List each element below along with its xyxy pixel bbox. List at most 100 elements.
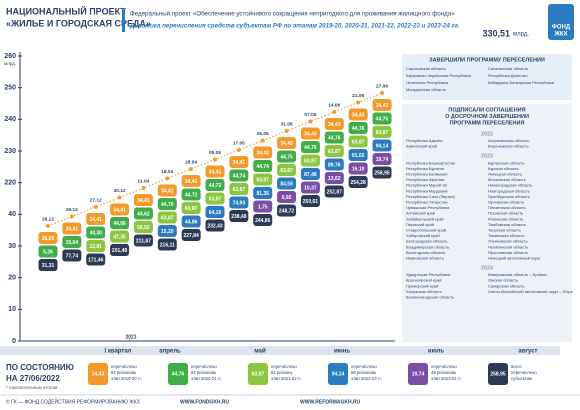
stage-box: [348, 176, 368, 188]
year-heading: 2022: [481, 131, 493, 137]
stage-value: 5,26: [43, 249, 53, 255]
subtitle: Динамика перечисления средств субъектам …: [129, 23, 460, 30]
stage-box: [110, 203, 130, 216]
status: НА 27/06/2022: [6, 374, 60, 383]
stage-box: [277, 164, 297, 176]
region: Хабаровский край: [406, 233, 440, 238]
stage-value: 250,61: [303, 199, 319, 205]
stage-box: [253, 173, 273, 186]
stage-value: 74,93: [233, 200, 246, 206]
date-label: 18.04: [161, 169, 173, 175]
stage-value: 63,87: [161, 215, 174, 221]
stage-value: 34,43: [352, 112, 365, 118]
cumulative-dot: [69, 214, 74, 219]
year-heading: 2023: [481, 154, 493, 160]
region: Самарская область: [488, 283, 525, 288]
stage-box: [86, 240, 106, 252]
stage-box: [181, 188, 201, 201]
stage-box: [229, 210, 249, 222]
stage-value: 16,10: [352, 166, 365, 172]
stage-value: 77,74: [66, 253, 79, 259]
stage-value: 89,76: [328, 162, 341, 168]
stage-value: 216,11: [160, 242, 175, 248]
stage-box: [181, 202, 201, 214]
stage-value: 34,43: [256, 150, 269, 156]
stage-value: 201,48: [112, 248, 128, 254]
stage-value: 34,41: [209, 169, 222, 175]
region: Республика Бурятия: [406, 166, 444, 171]
stage-box: [348, 122, 368, 134]
month-label: I квартал: [105, 349, 132, 355]
stage-value: 63,87: [280, 168, 293, 174]
stage-value: 227,84: [183, 233, 199, 239]
stage-value: 31,31: [42, 263, 55, 269]
region: Сахалинская область: [488, 66, 528, 71]
month-label: август: [519, 349, 538, 355]
cumulative-dot: [236, 148, 241, 152]
stage-box: [348, 135, 368, 148]
y-tick-label: 230: [4, 148, 16, 155]
stage-box: [372, 166, 392, 179]
stage-box: [157, 198, 177, 210]
region: Республика Марий Эл: [406, 183, 448, 188]
stage-box: [300, 141, 320, 153]
stage-box: [133, 207, 153, 220]
region: Карачаево-Черкесская Республика: [406, 73, 472, 78]
region: Вологодская область: [406, 250, 445, 255]
stage-box: [205, 192, 225, 205]
stage-value: 254,28: [350, 180, 366, 186]
date-label: 31.05: [281, 121, 293, 127]
stage-value: 94,14: [376, 143, 389, 149]
stage-value: 63,87: [328, 149, 341, 155]
stage-value: 44,76: [376, 116, 389, 122]
stage-box: [277, 177, 297, 190]
stage-value: 44,72: [209, 183, 222, 189]
stage-value: 63,87: [233, 187, 246, 193]
cumulative-dot: [213, 157, 217, 162]
region: Омская область: [488, 278, 518, 283]
legend-text: 68 регионам: [351, 370, 376, 375]
cumulative-dot: [308, 119, 313, 124]
total: 330,51: [482, 28, 510, 38]
stage-box: [229, 156, 249, 168]
legend-value: 34,43: [92, 371, 105, 377]
region: Тюменская область: [488, 233, 525, 238]
y-tick-label: 10: [8, 306, 16, 313]
cumulative-dot: [46, 224, 50, 228]
stage-value: 19,74: [376, 157, 389, 163]
stage-box: [229, 183, 249, 195]
stage-box: [157, 238, 177, 251]
stage-box: [372, 153, 392, 165]
stage-box: [86, 213, 106, 225]
region: Ивановская область: [406, 255, 444, 260]
month-label: июнь: [334, 349, 350, 355]
stage-value: 87,48: [304, 172, 317, 178]
stage-box: [253, 146, 273, 159]
region: Новгородская область: [488, 188, 530, 193]
stage-box: [372, 126, 392, 138]
legend-text: всего: [511, 364, 522, 369]
stage-value: 238,48: [231, 214, 247, 220]
legend-text: этап 2023-24 гг.: [431, 376, 462, 381]
region: Республика Саха (Якутия): [406, 194, 455, 199]
stage-value: 44,76: [352, 126, 365, 132]
legend-text: перечислено: [351, 364, 377, 369]
date-label: 30.12: [114, 188, 126, 194]
date-label: 26.12: [42, 216, 54, 222]
cumulative-dot: [165, 176, 170, 181]
stage-box: [324, 158, 344, 171]
stage-box: [253, 160, 273, 172]
stage-value: 34,41: [185, 179, 198, 185]
stage-value: 248,72: [279, 208, 295, 214]
y-tick-label: 240: [4, 116, 16, 123]
stage-box: [133, 194, 153, 206]
logo-text: ЖКХ: [553, 32, 567, 38]
stage-value: 34,43: [376, 103, 389, 109]
region: Забайкальский край: [406, 216, 444, 221]
stage-value: 44,06: [113, 221, 126, 227]
stage-box: [277, 191, 297, 203]
stage-box: [86, 226, 106, 239]
date-label: 07.06: [304, 112, 316, 118]
region: Тверская область: [488, 227, 521, 232]
completed-box: [402, 54, 572, 100]
